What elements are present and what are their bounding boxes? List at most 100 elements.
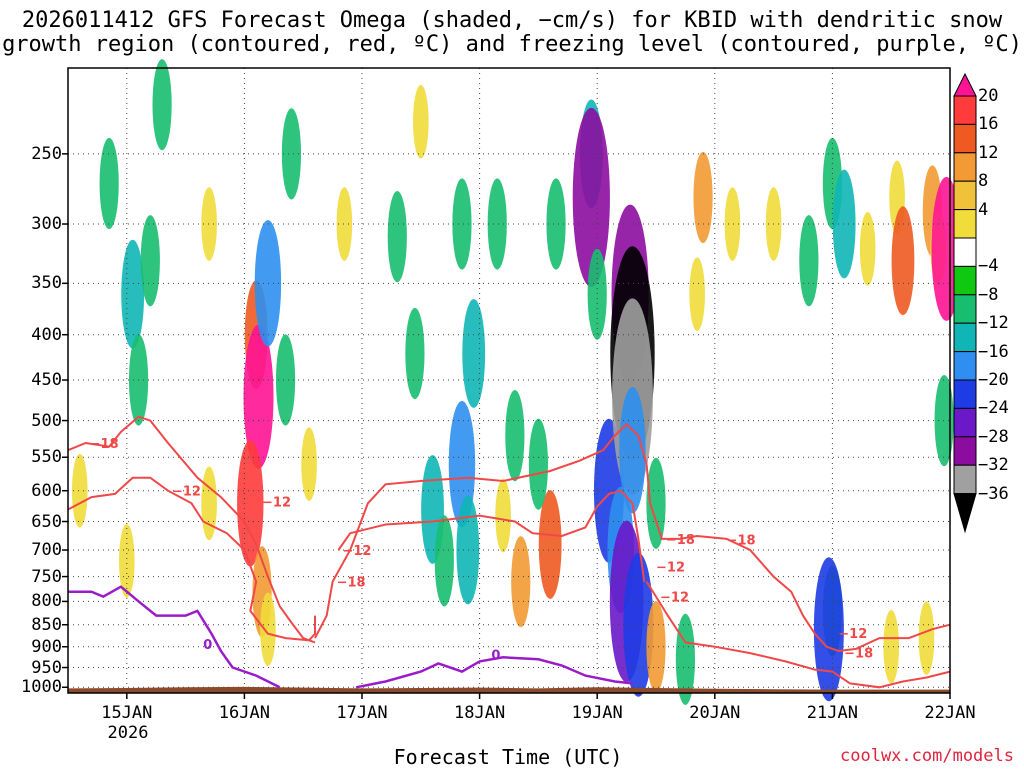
x-tick-label: 22JAN: [924, 703, 976, 723]
y-tick-label: 500: [31, 410, 62, 431]
y-tick-label: 600: [31, 480, 62, 501]
colorbar-tick-label: 8: [978, 171, 989, 192]
omega-cell: [505, 390, 525, 482]
omega-cell: [587, 248, 607, 340]
omega-cell: [301, 427, 317, 501]
colorbar-tick-label: −24: [978, 398, 1009, 419]
colorbar-tick-label: 16: [978, 114, 999, 135]
omega-cell: [546, 178, 566, 270]
omega-cell: [619, 386, 646, 514]
dgz-contour-line: [67, 476, 316, 642]
y-tick-label: 650: [31, 511, 62, 532]
x-axis-title: Forecast Time (UTC): [393, 745, 623, 769]
dgz-contour-label: −12: [660, 591, 689, 606]
omega-cell: [336, 187, 353, 261]
omega-cell: [487, 178, 507, 270]
colorbar-tick-label: −28: [978, 426, 1009, 447]
x-tick-label: 21JAN: [806, 703, 858, 723]
omega-cell: [646, 601, 666, 693]
dgz-contour-label: −18: [90, 437, 119, 452]
omega-cell: [813, 557, 844, 702]
colorbar-segment: [953, 294, 977, 324]
freezing-level-label: 0: [491, 648, 500, 663]
omega-cell: [405, 307, 425, 400]
y-tick-label: 950: [31, 657, 62, 678]
dgz-contour-label: −18: [727, 533, 756, 548]
omega-cell: [119, 524, 135, 598]
colorbar-segment: [953, 265, 977, 296]
colorbar-top-arrow: [953, 72, 977, 97]
colorbar-segment: [953, 152, 977, 182]
x-tick-label: 16JAN: [218, 703, 270, 723]
y-tick-label: 1000: [21, 677, 62, 698]
colorbar-tick-label: −8: [978, 284, 999, 305]
colorbar-tick-label: −32: [978, 455, 1009, 476]
omega-cell: [934, 374, 954, 467]
y-tick-label: 350: [31, 273, 62, 294]
x-tick-label: 15JAN: [101, 703, 153, 723]
freezing-level-line: [355, 656, 633, 689]
omega-cell: [918, 601, 935, 675]
y-tick-label: 900: [31, 636, 62, 657]
colorbar-tick-label: −12: [978, 313, 1009, 334]
colorbar-segment: [953, 209, 977, 239]
omega-cell: [121, 239, 145, 349]
omega-cell: [434, 515, 454, 607]
omega-cell: [693, 151, 713, 244]
x-axis-year-label: 2026: [107, 723, 149, 743]
dgz-contour-label: −12: [656, 560, 685, 575]
colorbar-segment: [953, 351, 977, 381]
colorbar-segment: [953, 123, 977, 154]
omega-cell: [495, 478, 511, 553]
y-tick-label: 550: [31, 447, 62, 468]
chart-title-line2: growth region (contoured, red, ºC) and f…: [2, 32, 1022, 57]
dgz-contour-line: [337, 489, 646, 582]
omega-cell: [99, 137, 119, 230]
omega-cell: [528, 418, 549, 510]
omega-cell: [71, 453, 88, 528]
omega-cell: [456, 495, 480, 605]
dgz-contour-line: [314, 423, 648, 639]
chart-title-line1: 2026011412 GFS Forecast Omega (shaded, −…: [21, 8, 1003, 33]
colorbar-tick-label: −4: [978, 256, 999, 277]
y-tick-label: 700: [31, 540, 62, 561]
dgz-contour-label: −12: [342, 544, 371, 559]
omega-cell: [646, 457, 666, 549]
omega-cell: [538, 490, 562, 599]
y-tick-label: 250: [31, 143, 62, 164]
omega-cell: [201, 466, 217, 541]
y-tick-label: 750: [31, 566, 62, 587]
colorbar-tick-label: 20: [978, 86, 999, 106]
dgz-contour-line: [645, 464, 951, 653]
colorbar-segment: [953, 180, 977, 211]
omega-cell: [511, 536, 531, 628]
colorbar-segment: [953, 237, 977, 267]
colorbar-segment: [953, 436, 977, 466]
dgz-contour-line: [645, 581, 951, 689]
terrain-fill: [68, 686, 950, 693]
x-tick-label: 17JAN: [336, 703, 388, 723]
x-tick-label: 20JAN: [689, 703, 741, 723]
colorbar-segment: [953, 407, 977, 438]
omega-cell: [243, 324, 274, 469]
y-tick-label: 300: [31, 214, 62, 234]
freezing-level-label: 0: [203, 638, 212, 653]
omega-cell: [832, 169, 856, 279]
y-tick-label: 400: [31, 324, 62, 345]
y-tick-label: 450: [31, 370, 62, 391]
colorbar-segment: [953, 379, 977, 409]
x-tick-label: 19JAN: [571, 703, 623, 723]
dgz-contour-label: −12: [262, 495, 291, 510]
omega-cell: [891, 206, 915, 316]
dgz-contour-line: [67, 415, 316, 644]
colorbar-tick-label: −16: [978, 341, 1009, 362]
dgz-contour-label: −18: [666, 533, 695, 548]
y-tick-label: 800: [31, 591, 62, 612]
omega-cell: [281, 108, 302, 200]
colorbar-tick-label: −36: [978, 483, 1009, 504]
omega-cell: [275, 334, 296, 426]
dgz-contour-label: −18: [844, 646, 873, 661]
dgz-contour-label: −12: [172, 485, 201, 500]
credit-link[interactable]: coolwx.com/models: [840, 746, 1014, 766]
